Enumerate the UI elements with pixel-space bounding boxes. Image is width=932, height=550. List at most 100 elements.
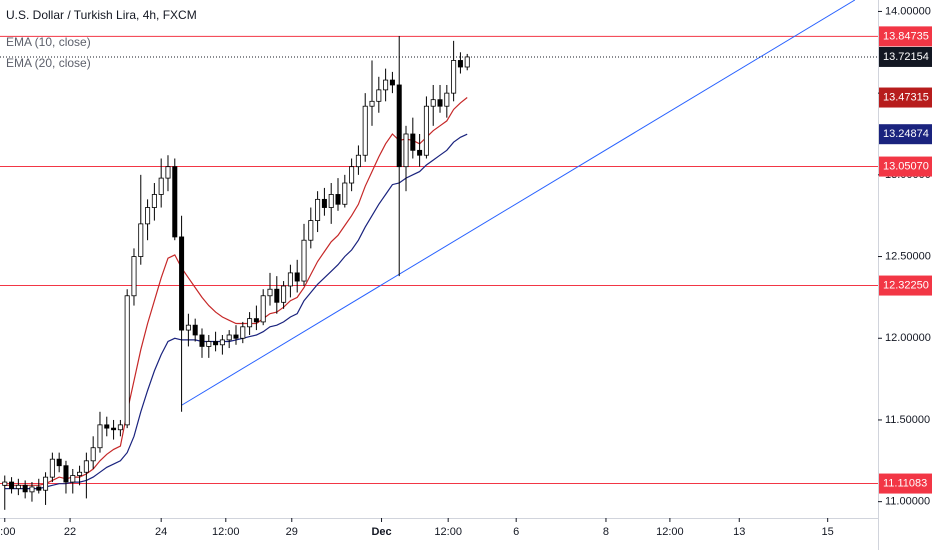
x-tick-label: 24 — [155, 526, 167, 538]
candle-body — [267, 288, 273, 297]
candle-body — [192, 324, 198, 336]
candle-body — [172, 166, 178, 238]
price-label: 13.05070 — [883, 160, 929, 172]
candle-body — [63, 465, 69, 483]
candle-body — [274, 288, 280, 303]
candle-body — [376, 89, 382, 102]
candle-body — [253, 318, 259, 323]
candle-body — [70, 475, 76, 483]
candle-body — [362, 105, 368, 156]
candle-body — [247, 318, 253, 328]
candle-body — [97, 424, 103, 449]
candle-body — [138, 223, 144, 257]
candle-body — [165, 166, 171, 179]
y-tick-label: 11.00000 — [885, 496, 930, 508]
candle-body — [457, 60, 463, 68]
candle-body — [389, 79, 395, 86]
candle-body — [444, 92, 450, 107]
candle-body — [233, 334, 239, 339]
price-label-box — [879, 156, 932, 177]
candle-body — [410, 133, 416, 151]
candle-body — [179, 236, 185, 331]
x-tick-label: 8 — [603, 526, 609, 538]
candle-body — [117, 424, 123, 431]
legend-entry: EMA (20, close) — [6, 56, 91, 70]
candle-body — [9, 481, 15, 489]
price-label-box — [879, 26, 932, 47]
candle-body — [185, 324, 191, 331]
candle-body — [49, 458, 55, 478]
x-tick-label: 29 — [286, 526, 298, 538]
candle-body — [219, 339, 225, 346]
x-tick-label: 2:00 — [0, 526, 15, 538]
candle-body — [328, 194, 334, 208]
x-tick-label: 12:00 — [212, 526, 240, 538]
y-tick-label: 11.50000 — [885, 414, 930, 426]
plot-area — [0, 0, 878, 510]
candle-body — [15, 484, 21, 489]
candle-body — [301, 239, 307, 282]
candle-body — [111, 427, 117, 431]
price-label: 13.24874 — [883, 128, 929, 140]
price-label: 11.11083 — [883, 477, 927, 489]
x-tick-label: 13 — [733, 526, 745, 538]
candle-body — [355, 154, 361, 168]
candle-body — [396, 84, 402, 168]
candle-body — [151, 194, 157, 208]
y-tick-label: 12.00000 — [885, 332, 931, 344]
candle-body — [417, 149, 423, 156]
price-label: 13.47315 — [883, 91, 929, 103]
candle-body — [199, 334, 205, 347]
candle-body — [423, 105, 429, 156]
candle-body — [294, 272, 300, 282]
candle-body — [90, 447, 96, 462]
candle-body — [77, 471, 83, 476]
candle-body — [43, 476, 49, 491]
candle-body — [369, 100, 375, 107]
price-label-box — [879, 46, 932, 67]
candle-body — [145, 207, 151, 225]
candle-body — [451, 60, 457, 94]
candle-body — [464, 56, 470, 68]
price-label-box — [879, 275, 932, 296]
candle-body — [213, 341, 219, 346]
price-label: 13.72154 — [883, 51, 929, 63]
price-label-box — [879, 473, 932, 494]
x-tick-label: 22 — [64, 526, 76, 538]
candle-body — [2, 481, 8, 486]
candle-body — [240, 326, 246, 339]
candle-body — [342, 182, 348, 205]
candle-body — [260, 295, 266, 323]
candle-body — [124, 295, 130, 426]
price-label-box — [879, 124, 932, 145]
trendline — [181, 0, 856, 406]
y-tick-label: 12.50000 — [885, 250, 931, 262]
candle-body — [226, 334, 232, 341]
candle-body — [335, 194, 341, 205]
axes: 11.0000011.5000012.0000012.5000013.00000… — [0, 5, 932, 538]
price-label: 12.32250 — [883, 279, 929, 291]
x-tick-label: 12:00 — [656, 526, 684, 538]
candle-body — [430, 99, 436, 107]
candle-body — [158, 177, 164, 195]
x-tick-label: 15 — [822, 526, 834, 538]
x-tick-label: Dec — [371, 526, 391, 538]
candle-body — [206, 341, 212, 347]
candle-body — [29, 486, 35, 493]
candle-body — [383, 79, 389, 91]
candle-body — [36, 486, 42, 491]
candle-body — [56, 458, 62, 467]
candle-body — [308, 220, 314, 241]
candle-body — [321, 198, 327, 208]
x-tick-label: 12:00 — [434, 526, 462, 538]
price-label: 13.84735 — [883, 30, 929, 42]
price-label-box — [879, 87, 932, 108]
legend-entry: EMA (10, close) — [6, 35, 91, 49]
candle-body — [315, 198, 321, 221]
candle-body — [104, 424, 110, 429]
candle-body — [403, 133, 409, 168]
candle-body — [281, 285, 287, 303]
chart-title: U.S. Dollar / Turkish Lira, 4h, FXCM — [6, 8, 197, 22]
